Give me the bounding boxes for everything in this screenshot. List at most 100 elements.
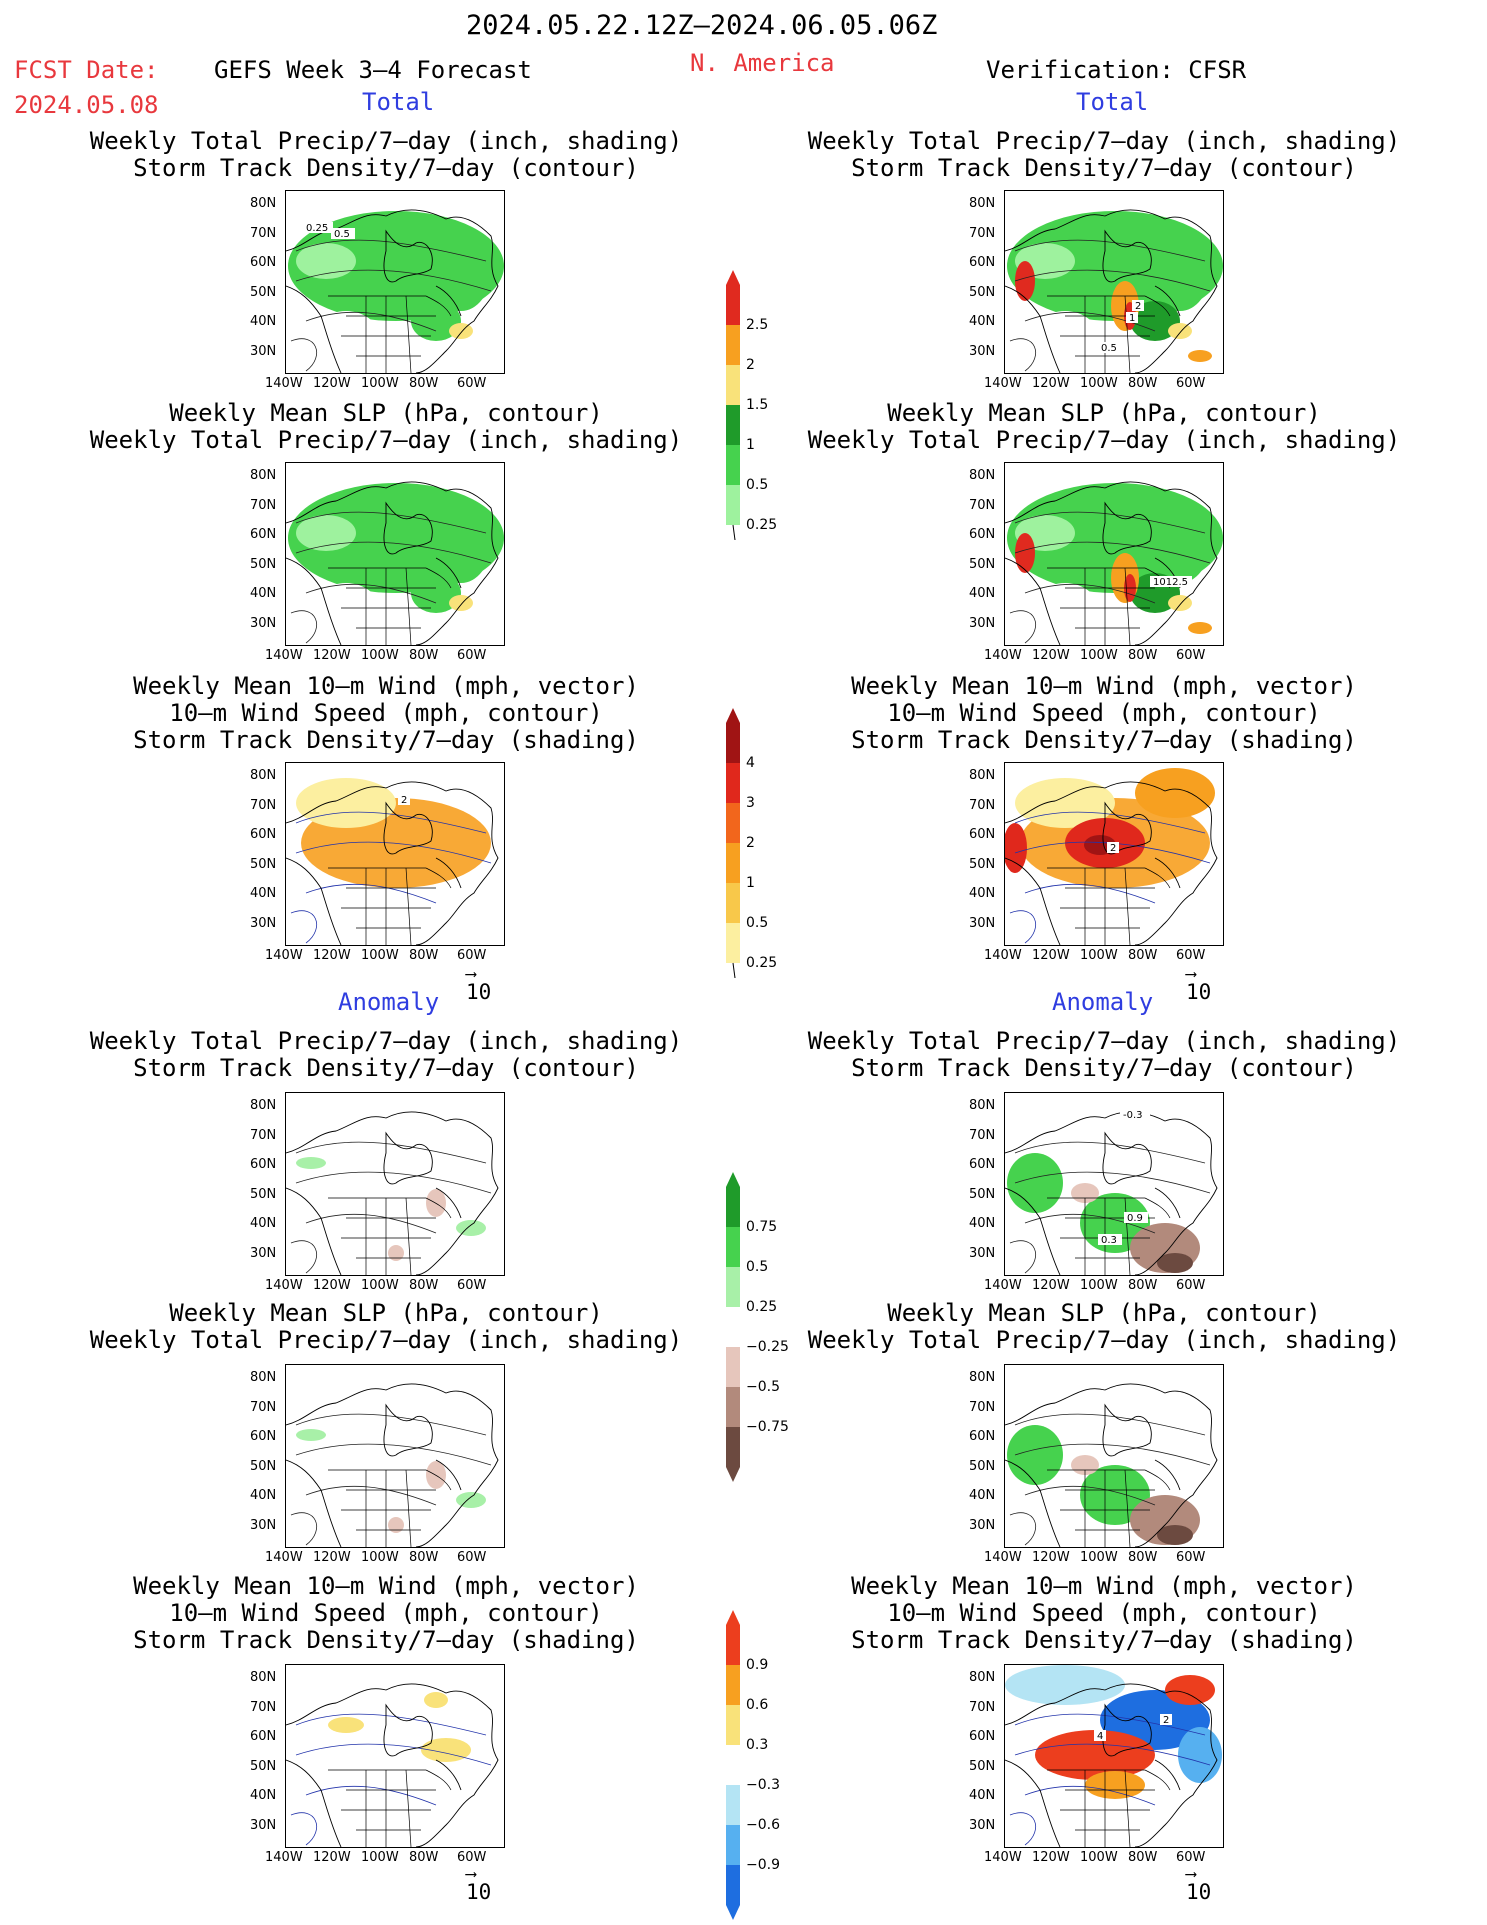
x-tick-label: 80W: [409, 376, 439, 391]
contour-line-2: [295, 1171, 492, 1194]
y-tick-label: 80N: [250, 196, 277, 211]
y-tick-label: 40N: [969, 886, 996, 901]
map-aslp-cf: [1004, 1364, 1224, 1548]
contour-line-3: [305, 883, 437, 904]
coastline: [286, 781, 499, 945]
colorbar-segment: [726, 1227, 740, 1267]
map-wind-cf: 2: [1004, 762, 1224, 946]
political-borders: [1047, 867, 1171, 945]
contour-line-2: [295, 269, 492, 292]
contour-label-bg: [1126, 312, 1138, 323]
contour-label-bg: [398, 794, 410, 805]
y-tick-label: 40N: [250, 1216, 277, 1231]
panel-title-awind-cf: Weekly Mean 10–m Wind (mph, vector) 10–m …: [851, 1572, 1357, 1654]
y-tick-label: 60N: [969, 827, 996, 842]
precip-shading-east: [431, 503, 491, 583]
colorbar-tick-label: 2: [746, 835, 755, 851]
precip-anom-negative-2: [388, 1245, 404, 1261]
contour-line-4: [1009, 1812, 1036, 1846]
y-tick-label: 30N: [969, 1517, 996, 1533]
y-tick-label: 80N: [969, 468, 996, 483]
y-tick-label: 30N: [250, 1517, 277, 1533]
x-tick-label: 80W: [1128, 948, 1158, 963]
x-tick-label: 100W: [1080, 648, 1118, 663]
colorbar-tick-label: 0.5: [746, 915, 769, 931]
colorbar-segment: [726, 270, 740, 285]
colorbar-segment: [726, 1865, 740, 1905]
y-tick-label: 50N: [250, 284, 277, 300]
y-tick-label: 80N: [969, 1670, 996, 1685]
storm-density-west: [1005, 823, 1027, 873]
y-tick-label: 60N: [250, 255, 277, 270]
contour-line-4: [1009, 1512, 1036, 1546]
colorbar-segment: [726, 708, 740, 723]
contour-label-bg: [303, 222, 333, 233]
contour-line-4: [1009, 1240, 1036, 1274]
precip-anom-positive-1: [296, 1429, 326, 1441]
contour-line-4: [290, 1812, 317, 1846]
x-tick-label: 100W: [361, 1278, 399, 1293]
contour-line-3: [305, 1213, 437, 1234]
colorbar-tick-label: 4: [746, 755, 755, 771]
x-tick-label: 140W: [984, 1850, 1022, 1865]
y-tick-label: 40N: [250, 1788, 277, 1803]
colorbar-segment: [726, 1387, 740, 1427]
y-tick-label: 40N: [969, 1788, 996, 1803]
precip-anom-positive-2: [456, 1220, 486, 1236]
x-tick-label: 120W: [313, 1550, 351, 1565]
section-total-right: Total: [1076, 88, 1149, 116]
precip-shading-southeast: [411, 573, 461, 613]
x-tick-label: 80W: [1128, 1550, 1158, 1565]
contour-line-2: [1014, 1171, 1211, 1194]
vector-ref-cf-total: ⟶ 10: [1186, 964, 1212, 1005]
colorbar-segment: [726, 1825, 740, 1865]
colorbar-graphic: [726, 1610, 740, 1920]
y-tick-label: 50N: [969, 556, 996, 572]
colorbar-segment: [726, 365, 740, 405]
colorbar-segment: [726, 325, 740, 365]
x-tick-label: 80W: [1128, 1278, 1158, 1293]
storm-anom-positive-3: [424, 1692, 448, 1708]
precip-anom-positive-1: [296, 1157, 326, 1169]
x-tick-label: 120W: [313, 376, 351, 391]
y-tick-label: 70N: [969, 1127, 996, 1143]
map-awind-fc-canvas: [286, 1683, 499, 1847]
y-tick-label: 80N: [250, 1098, 277, 1113]
y-tick-label: 30N: [969, 343, 996, 359]
contour-line-4: [290, 338, 317, 372]
contour-line-3: [1024, 1485, 1156, 1506]
map-tp-cf-canvas: 210.5: [1005, 209, 1223, 373]
panel-title-wind-cf: Weekly Mean 10–m Wind (mph, vector) 10–m …: [851, 672, 1357, 754]
x-tick-label: 140W: [265, 1850, 303, 1865]
panel-title-wind-fc: Weekly Mean 10–m Wind (mph, vector) 10–m …: [133, 672, 639, 754]
colorbar-tick-label: 0.3: [746, 1737, 769, 1753]
y-tick-label: 50N: [969, 856, 996, 872]
x-tick-label: 60W: [1176, 376, 1206, 391]
x-tick-label: 100W: [361, 948, 399, 963]
colorbar-tick-label: 0.75: [746, 1219, 778, 1235]
precip-shading-east: [431, 231, 491, 311]
colorbar-tick-label: 1.5: [746, 397, 769, 413]
colorbar-segment: [726, 1610, 740, 1625]
contour-line-1: [295, 1413, 487, 1436]
colorbar-tick-label: 2.5: [746, 317, 769, 333]
contour-label: 4: [1097, 1731, 1103, 1742]
panel-title-slp-cf: Weekly Mean SLP (hPa, contour) Weekly Tot…: [807, 399, 1401, 454]
map-wind-cf-canvas: 2: [1005, 768, 1218, 945]
colorbar-total-storm-density: 4 3 2 1 0.5 0.25: [724, 708, 777, 994]
x-tick-label: 120W: [313, 1850, 351, 1865]
contour-line-2: [295, 841, 492, 864]
colorbar-tick-label: −0.3: [746, 1777, 780, 1793]
contour-line-4: [290, 1512, 317, 1546]
contour-line-1: [295, 1141, 487, 1164]
colorbar-segment: [726, 1785, 740, 1825]
contour-label-bg: [1132, 300, 1144, 311]
section-anomaly-right: Anomaly: [1052, 988, 1154, 1016]
precip-shading-west-peak: [1015, 533, 1035, 573]
y-tick-label: 70N: [250, 1699, 277, 1715]
y-tick-label: 30N: [969, 615, 996, 631]
colorbar-graphic: [726, 270, 740, 556]
contour-label: 0.5: [334, 229, 350, 240]
political-borders: [328, 867, 452, 945]
contour-label-bg: [1160, 1714, 1172, 1725]
